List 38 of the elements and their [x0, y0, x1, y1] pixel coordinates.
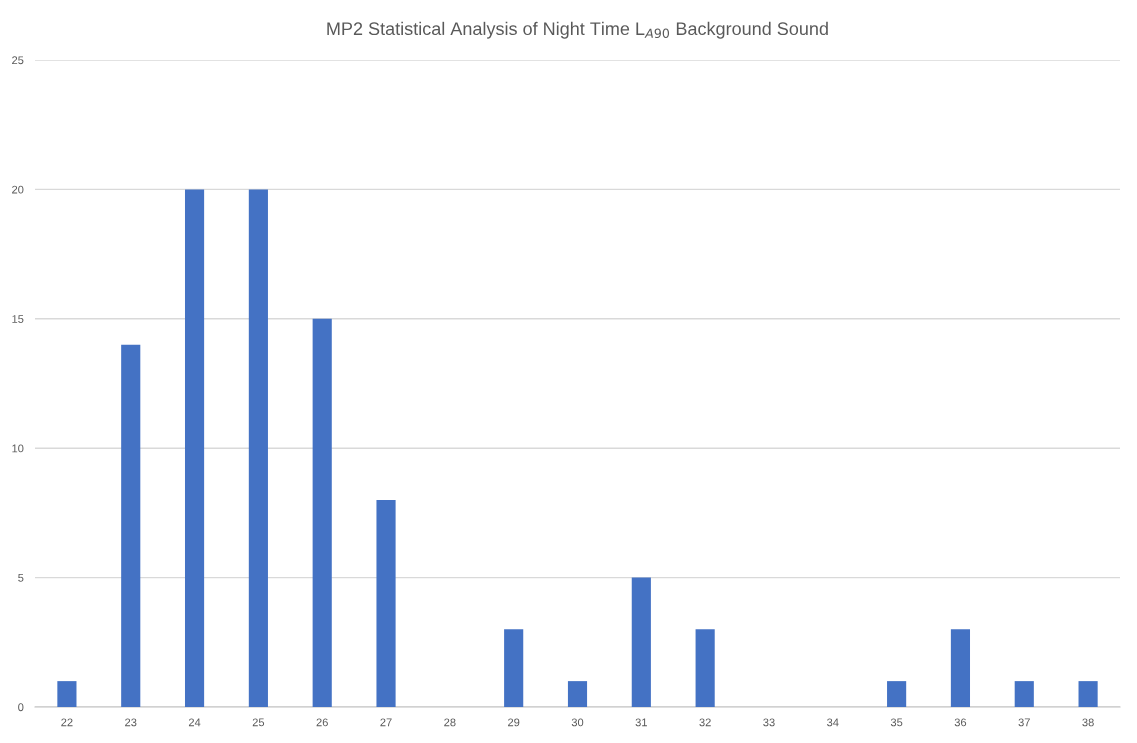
x-tick-label: 35 — [890, 718, 903, 727]
bar — [695, 629, 715, 707]
bar — [631, 577, 651, 707]
y-tick-label: 10 — [12, 444, 24, 453]
x-tick-label: 29 — [508, 718, 520, 727]
bar — [950, 629, 971, 707]
bar — [248, 189, 268, 707]
bar — [887, 681, 907, 707]
y-tick-label: 15 — [12, 315, 24, 323]
bar — [504, 629, 524, 707]
x-tick-label: 32 — [699, 718, 711, 727]
x-tick-label: 33 — [763, 718, 775, 727]
y-tick-label: 25 — [12, 56, 24, 65]
x-tick-label: 26 — [316, 718, 328, 727]
x-tick-label: 34 — [827, 718, 839, 727]
x-tick-label: 31 — [635, 718, 647, 727]
y-tick-label: 0 — [18, 703, 24, 712]
x-tick-label: 24 — [188, 718, 201, 727]
x-tick-label: 25 — [252, 718, 265, 727]
bar — [1078, 681, 1098, 707]
bar — [1014, 681, 1034, 707]
bar — [184, 189, 205, 707]
y-tick-label: 5 — [18, 573, 24, 582]
x-tick-label: 22 — [61, 718, 73, 727]
bar — [376, 499, 396, 707]
x-tick-label: 30 — [571, 718, 584, 727]
x-tick-label: 28 — [444, 718, 456, 727]
bar — [567, 681, 588, 707]
bar — [57, 681, 77, 707]
y-tick-label: 20 — [12, 185, 24, 194]
chart-title: MP2 Statistical Analysis of Night Time L$_{A90}$ Background Sound — [327, 21, 828, 39]
x-tick-label: 38 — [1082, 718, 1094, 727]
x-tick-label: 36 — [954, 718, 967, 727]
x-tick-label: 23 — [125, 718, 137, 727]
x-tick-label: 37 — [1018, 718, 1030, 727]
bar — [121, 344, 141, 707]
x-tick-label: 27 — [380, 718, 392, 727]
bar — [312, 318, 332, 707]
